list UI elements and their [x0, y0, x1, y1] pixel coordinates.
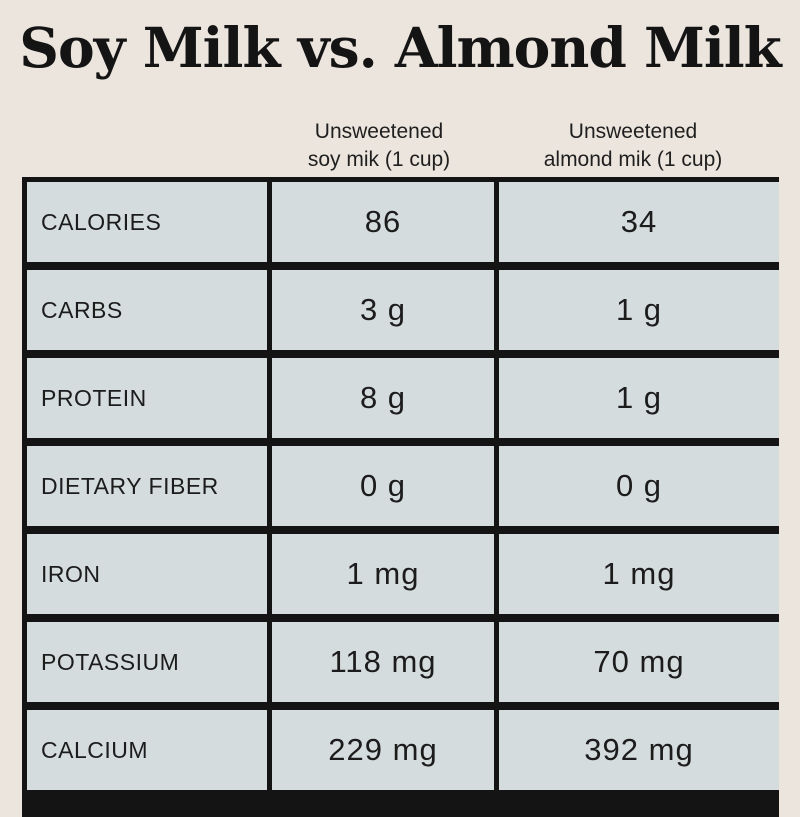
column-header-soy-line1: Unsweetened: [314, 120, 444, 143]
row-label: DIETARY FIBER: [27, 446, 267, 526]
almond-value-cell: 1 g: [499, 358, 779, 438]
column-header-soy: Unsweetened soy mik (1 cup): [240, 118, 518, 174]
soy-value-cell: 0 g: [272, 446, 494, 526]
column-header-almond-line1: Unsweetened: [568, 120, 698, 143]
row-label: CALORIES: [27, 182, 267, 262]
soy-value-cell: 86: [272, 182, 494, 262]
almond-value-cell: 1 g: [499, 270, 779, 350]
row-label: CALCIUM: [27, 710, 267, 790]
row-label: CARBS: [27, 270, 267, 350]
column-header-soy-line2: soy mik (1 cup): [307, 148, 451, 171]
almond-value-cell: 70 mg: [499, 622, 779, 702]
soy-value-cell: 3 g: [272, 270, 494, 350]
almond-value-cell: 1 mg: [499, 534, 779, 614]
row-label: PROTEIN: [27, 358, 267, 438]
soy-value-cell: 1 mg: [272, 534, 494, 614]
row-label: POTASSIUM: [27, 622, 267, 702]
soy-value-cell: 118 mg: [272, 622, 494, 702]
column-header-almond: Unsweetened almond mik (1 cup): [494, 118, 772, 174]
almond-value-cell: 34: [499, 182, 779, 262]
page-title: Soy Milk vs. Almond Milk: [19, 15, 781, 80]
row-label: IRON: [27, 534, 267, 614]
soy-value-cell: 229 mg: [272, 710, 494, 790]
soy-value-cell: 8 g: [272, 358, 494, 438]
column-header-almond-line2: almond mik (1 cup): [543, 148, 723, 171]
almond-value-cell: 0 g: [499, 446, 779, 526]
almond-value-cell: 392 mg: [499, 710, 779, 790]
